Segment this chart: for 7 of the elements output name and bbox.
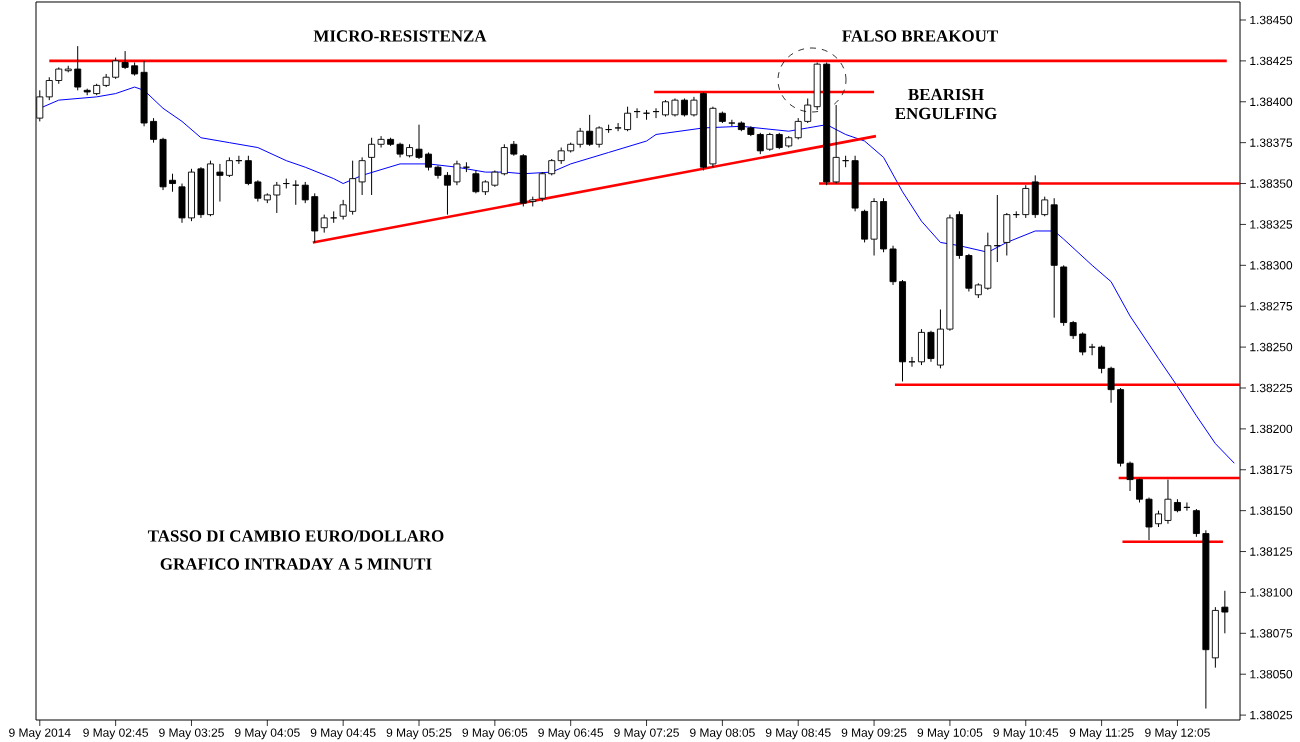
annotation: TASSO DI CAMBIO EURO/DOLLARO	[147, 530, 444, 542]
candlestick	[851, 155, 859, 212]
candlestick	[1003, 212, 1011, 257]
annotation: MICRO-RESISTENZA	[313, 30, 487, 42]
annotation: FALSO BREAKOUT	[842, 30, 998, 42]
annotation: BEARISH ENGULFING	[895, 88, 997, 120]
annotation: GRAFICO INTRADAY A 5 MINUTI	[160, 558, 432, 570]
